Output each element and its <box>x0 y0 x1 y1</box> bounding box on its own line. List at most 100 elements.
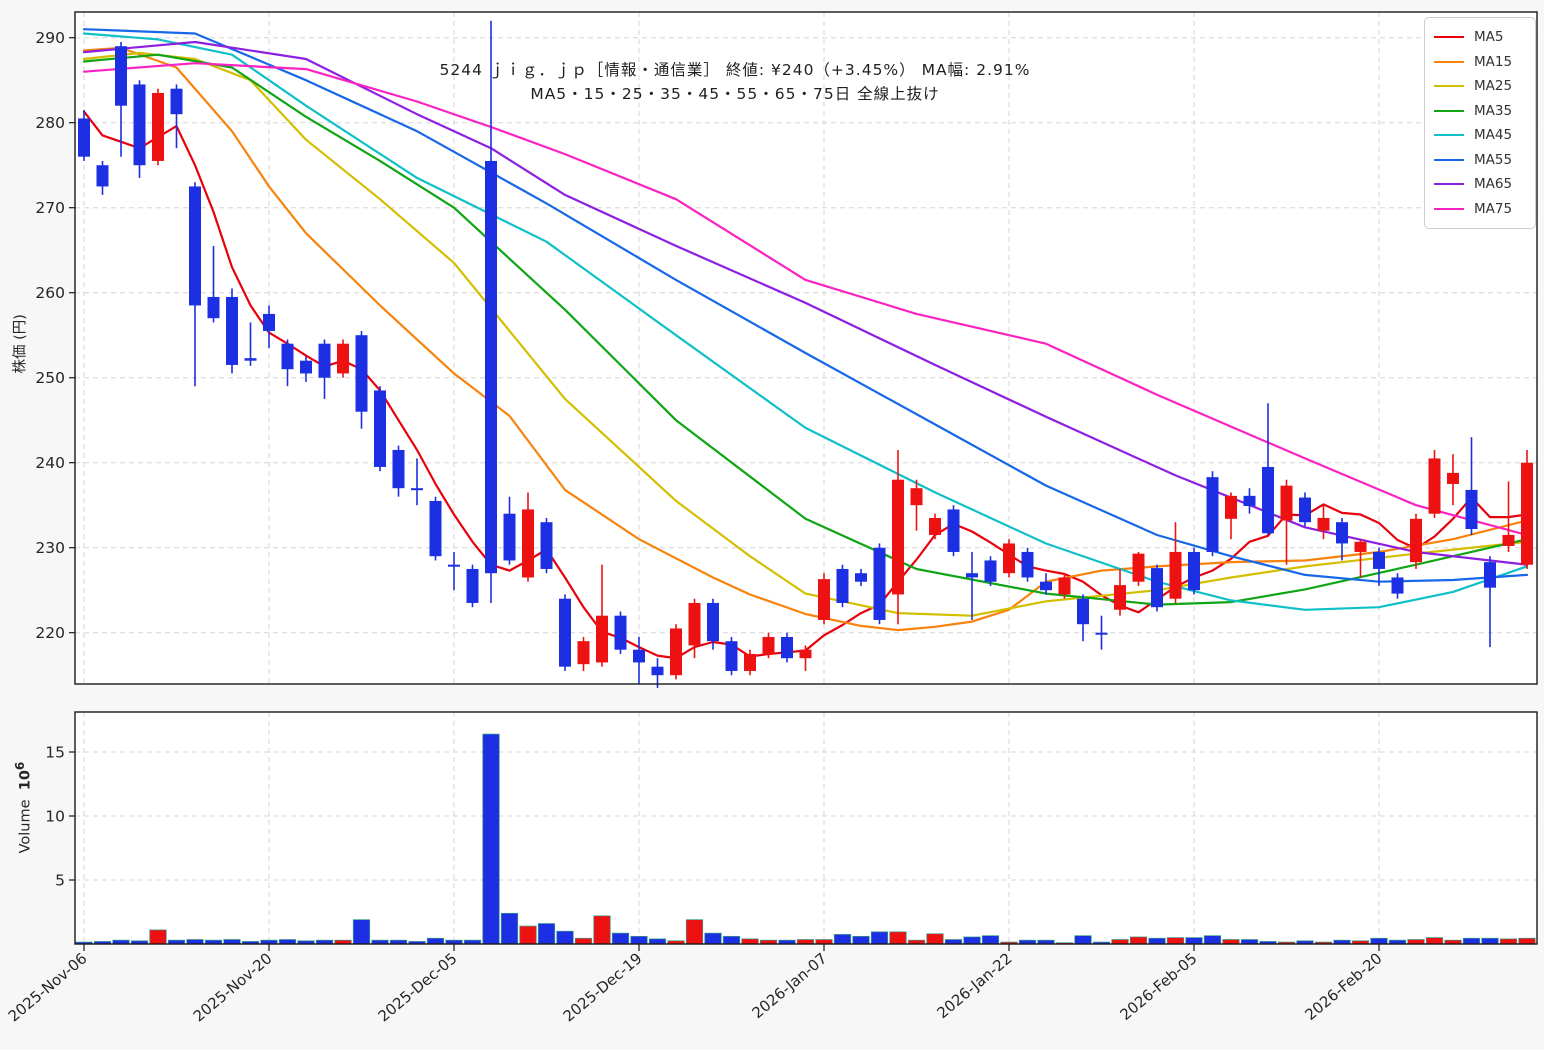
candle-body <box>1373 551 1385 569</box>
candle-body <box>263 313 275 331</box>
candle-body <box>96 165 109 187</box>
candle-body <box>1521 462 1533 565</box>
legend-item-ma35: MA35 <box>1434 99 1525 124</box>
candle-body <box>818 579 830 620</box>
legend-line-swatch <box>1434 109 1464 112</box>
candle-body <box>1077 598 1089 625</box>
candle-body <box>392 449 405 489</box>
volume-bar <box>574 937 593 945</box>
candle-body <box>781 636 793 659</box>
legend: MA5 MA15 MA25 MA35 MA45 MA55 MA65 MA75 <box>1424 17 1536 229</box>
volume-bar <box>1074 935 1092 945</box>
candle-body <box>337 343 349 374</box>
volume-bar <box>648 938 667 945</box>
candle-body <box>1447 472 1459 484</box>
ma-line-ma55 <box>82 28 1529 583</box>
volume-axis-label: Volume 106 <box>12 761 34 854</box>
candle-body <box>744 653 756 671</box>
candle-body <box>133 84 146 166</box>
candle-body <box>318 343 331 378</box>
candle-body <box>577 641 590 665</box>
legend-label: MA45 <box>1474 127 1513 144</box>
volume-bar <box>500 912 519 945</box>
candle-body <box>1003 543 1015 574</box>
candle-body <box>1465 489 1478 529</box>
volume-bar <box>611 932 630 945</box>
candle-body <box>984 560 997 582</box>
volume-panel-bg <box>75 712 1537 944</box>
candle-body <box>78 118 90 157</box>
candle-body <box>522 509 534 578</box>
candle-body <box>929 517 941 535</box>
volume-bar <box>833 934 852 945</box>
candle-body <box>485 160 497 574</box>
candle-body <box>1391 577 1404 594</box>
legend-label: MA75 <box>1474 200 1513 217</box>
candle-body <box>1354 541 1367 552</box>
volume-bar <box>1499 938 1518 945</box>
volume-bar <box>981 935 1000 945</box>
candle-body <box>1484 562 1496 588</box>
candle-body <box>670 628 682 676</box>
candle-body <box>762 636 775 654</box>
candle-body <box>226 296 238 365</box>
candle-body <box>1021 551 1034 578</box>
date-tick-label: 2026-Jan-07 <box>748 949 830 1022</box>
volume-bar <box>482 733 500 945</box>
candle-body <box>614 615 627 650</box>
candle-body <box>1336 522 1348 544</box>
candle-body <box>152 92 164 161</box>
volume-bar <box>537 923 556 945</box>
legend-label: MA5 <box>1474 29 1504 46</box>
volume-bar <box>1185 937 1203 945</box>
candle-body <box>1225 495 1237 519</box>
candle-body <box>1206 477 1219 552</box>
ma-line-ma45 <box>82 32 1529 611</box>
ma-line-ma5 <box>82 110 1529 660</box>
candle-body <box>1502 534 1515 546</box>
price-tick-label: 260 <box>35 284 65 302</box>
price-tick-label: 230 <box>35 539 65 557</box>
candle-body <box>559 598 571 667</box>
volume-bar <box>1166 937 1185 945</box>
candle-body <box>1058 577 1071 595</box>
date-tick-label: 2025-Dec-05 <box>375 949 461 1025</box>
candle-body <box>910 488 923 506</box>
chart-title: 5244 ｊｉｇ．ｊｐ［情報・通信業］ 終値: ¥240（+3.45%） MA幅… <box>439 61 1031 79</box>
volume-bar <box>722 935 741 945</box>
candle-body <box>540 522 553 569</box>
price-tick-label: 220 <box>35 624 65 642</box>
legend-item-ma15: MA15 <box>1434 50 1525 75</box>
candle-body <box>1114 585 1126 610</box>
price-tick-label: 280 <box>35 114 65 132</box>
date-tick-label: 2025-Nov-06 <box>5 949 91 1025</box>
date-tick-label: 2026-Jan-22 <box>933 949 1015 1022</box>
panel-frame <box>74 11 1538 685</box>
legend-line-swatch <box>1434 134 1464 137</box>
volume-bar <box>1370 937 1388 945</box>
candle-body <box>633 649 645 663</box>
volume-bar <box>630 935 648 945</box>
legend-item-ma25: MA25 <box>1434 74 1525 99</box>
candle-body <box>1243 495 1256 507</box>
candle-body <box>1040 581 1052 591</box>
candle-body <box>1317 517 1330 531</box>
candle-body <box>1299 497 1311 523</box>
candle-body <box>244 358 257 361</box>
candle-body <box>1095 632 1108 635</box>
volume-bar <box>704 932 722 945</box>
legend-line-swatch <box>1434 85 1464 88</box>
volume-bar <box>1462 937 1481 945</box>
candle-body <box>1132 553 1145 582</box>
date-tick-label: 2026-Feb-05 <box>1116 949 1200 1024</box>
volume-bar <box>426 937 445 945</box>
volume-bar <box>1481 937 1499 945</box>
candle-body <box>1169 551 1182 599</box>
candle-body <box>855 573 867 582</box>
volume-bar <box>1518 937 1536 945</box>
candle-body <box>1188 551 1200 591</box>
legend-line-swatch <box>1434 60 1464 63</box>
date-tick-label: 2025-Dec-19 <box>560 949 646 1025</box>
legend-label: MA65 <box>1474 176 1513 193</box>
